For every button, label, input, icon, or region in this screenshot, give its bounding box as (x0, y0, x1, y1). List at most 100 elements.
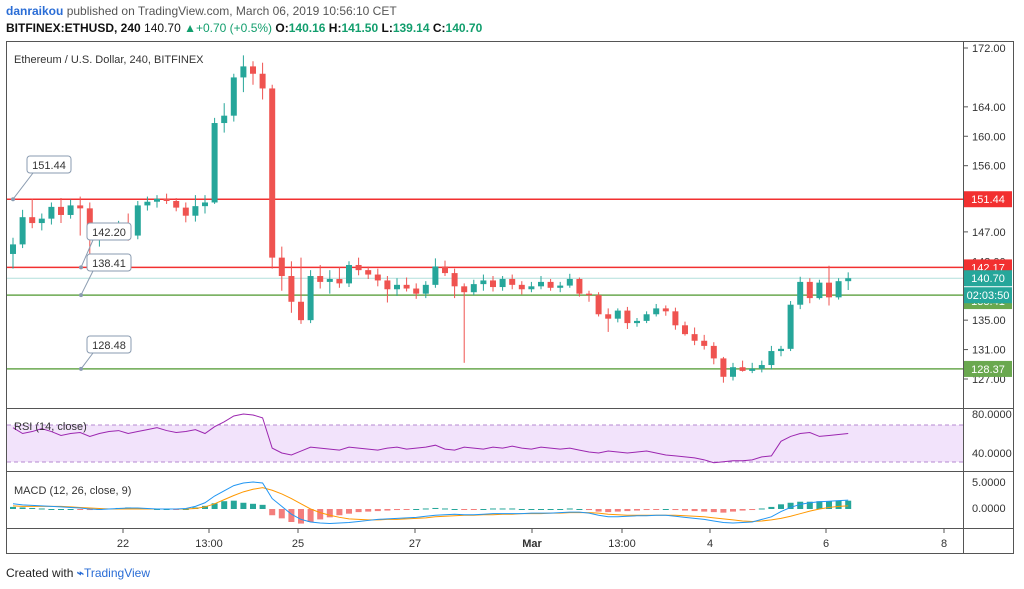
macd-histogram-bar (403, 509, 410, 510)
macd-histogram-bar (29, 507, 36, 509)
candle-body (144, 201, 151, 206)
macd-histogram-bar (480, 509, 487, 510)
callout-anchor (11, 197, 15, 202)
macd-histogram-bar (605, 509, 612, 513)
macd-histogram-bar (797, 501, 804, 509)
macd-histogram-bar (422, 508, 429, 510)
author-link[interactable]: danraikou (6, 4, 64, 18)
publish-info: danraikou published on TradingView.com, … (6, 4, 397, 18)
candle-body (826, 282, 832, 298)
candle-body (29, 217, 36, 224)
macd-histogram-bar (413, 509, 420, 510)
price-badge (964, 360, 1012, 377)
tradingview-logo-icon[interactable]: ⌁ (76, 566, 84, 580)
time-axis[interactable]: 22 13:00 25 27 Mar 13:00 4 6 8 (117, 529, 947, 550)
candle-body (538, 281, 544, 287)
candle-body (230, 77, 237, 116)
callout-pointer (80, 239, 94, 268)
macd-histogram-bar (586, 509, 592, 511)
macd-histogram-bar (230, 500, 237, 509)
candle-body (499, 278, 506, 288)
candle-body (749, 368, 756, 371)
candle-body (19, 217, 26, 245)
macd-histogram-bar (547, 509, 554, 510)
symbol-info: BITFINEX:ETHUSD, 240 140.70 ▲+0.70 (+0.5… (6, 21, 482, 35)
candle-body (547, 281, 554, 288)
time-tick-label: Mar (522, 538, 542, 550)
low-label: L: (381, 21, 393, 35)
chart-frame[interactable] (6, 41, 1014, 554)
callout-label: 138.41 (92, 258, 126, 270)
candle-body (288, 276, 295, 302)
macd-histogram-bar (624, 509, 631, 512)
published-text: published on TradingView.com, March 06, … (66, 4, 397, 18)
candle-body (163, 198, 170, 201)
price-badge-label: 128.37 (971, 364, 1005, 376)
candle-body (221, 115, 228, 124)
candle-body (835, 281, 842, 298)
price-badge-label: 140.70 (971, 273, 1005, 285)
macd-histogram-bar (10, 506, 16, 509)
callout-box (86, 335, 132, 354)
candle-body (672, 311, 679, 326)
candle-body (259, 73, 266, 89)
macd-tick-5: 5.0000 (972, 477, 1006, 489)
macd-histogram-bar (288, 509, 295, 522)
candle-body (509, 278, 516, 285)
rsi-pane-title: RSI (14, close) (14, 421, 87, 433)
macd-histogram-bar (710, 509, 717, 513)
candle-body (38, 218, 45, 224)
created-with-label: Created with (6, 566, 74, 580)
price-callouts: 151.44 142.20 138.41 128.48 (11, 155, 132, 371)
macd-histogram-bar (461, 509, 468, 510)
rsi-series (12, 413, 849, 464)
candle-body (346, 264, 352, 284)
tradingview-link[interactable]: TradingView (83, 566, 150, 580)
macd-histogram-bar (250, 503, 256, 509)
macd-histogram-bar (384, 509, 391, 511)
macd-histogram-bar (595, 509, 602, 512)
macd-histogram-bar (202, 505, 208, 509)
macd-histogram-bar (374, 509, 381, 512)
macd-histogram-bar (634, 509, 640, 511)
candle-body (10, 244, 16, 254)
price-scale[interactable]: 172.00164.00160.00156.00147.00143.00135.… (963, 43, 1012, 386)
price-tick-label: 164.00 (972, 102, 1006, 114)
candlestick-series (10, 55, 852, 383)
time-tick-label: 27 (409, 538, 421, 550)
price-tick-label: 160.00 (972, 131, 1006, 143)
macd-histogram-bar (816, 501, 823, 509)
close-label: C: (432, 21, 446, 35)
macd-histogram-bar (336, 509, 343, 516)
macd-histogram-bar (86, 509, 93, 511)
macd-histogram-bar (48, 509, 55, 510)
macd-histogram-bar (38, 508, 45, 510)
candle-body (278, 257, 285, 277)
callout-box (26, 155, 72, 174)
callout-label: 128.48 (92, 340, 126, 352)
macd-histogram-bar (682, 509, 688, 511)
high-value: 141.50 (341, 21, 379, 35)
candle-body (442, 266, 448, 274)
price-badge-label: 151.44 (971, 194, 1005, 206)
callout-pointer (80, 352, 94, 370)
macd-histogram-bar (566, 508, 573, 510)
candle-body (48, 206, 55, 219)
candle-body (797, 281, 804, 305)
macd-histogram-bar (58, 509, 64, 510)
candle-body (768, 351, 775, 366)
candle-body (470, 284, 477, 293)
candle-body (682, 325, 688, 335)
price-callout: 128.48 (79, 335, 132, 371)
macd-histogram-bar (518, 509, 525, 510)
candle-body (816, 282, 823, 299)
countdown-label: 02:03:50 (967, 290, 1010, 302)
candle-body (384, 280, 391, 290)
macd-histogram-bar (701, 509, 708, 512)
macd-histogram-bar (326, 509, 333, 518)
macd-histogram-bar (442, 508, 448, 510)
macd-histogram-bar (394, 509, 400, 511)
macd-histogram-bar (77, 509, 84, 510)
macd-histogram-bar (240, 502, 247, 509)
